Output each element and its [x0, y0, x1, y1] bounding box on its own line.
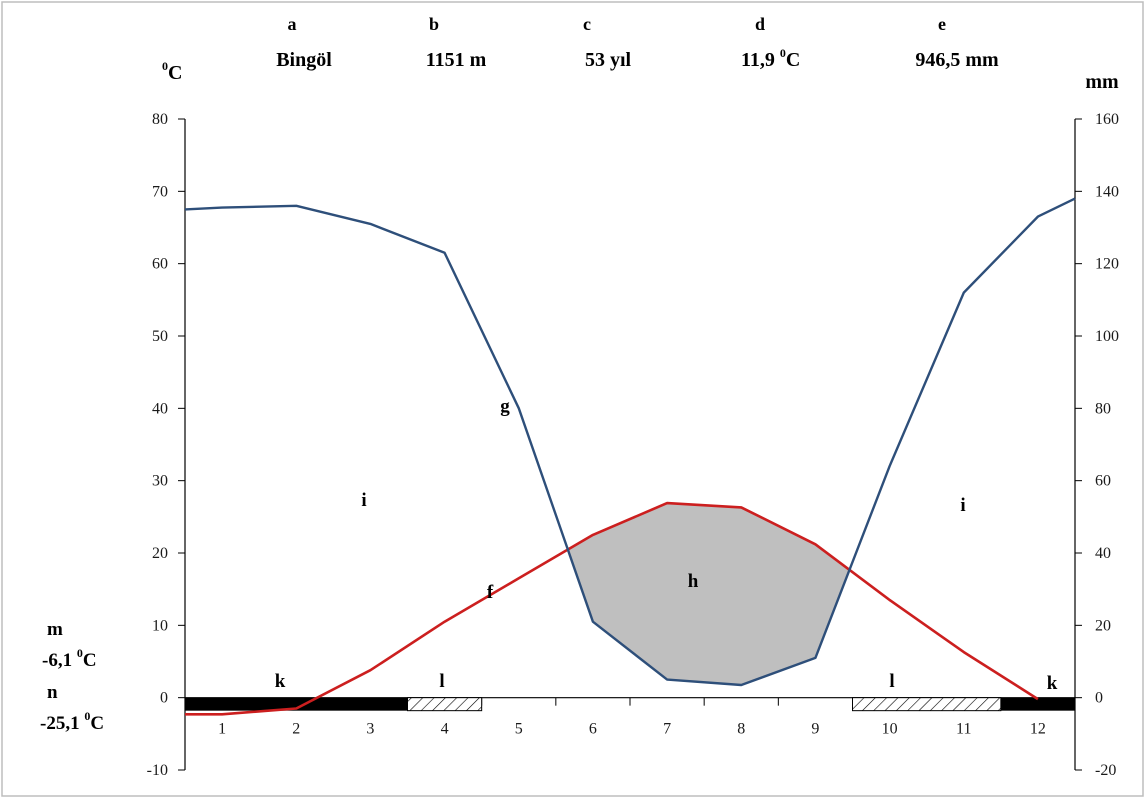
header-observation-years: 53 yıl: [585, 49, 632, 71]
month-label: 12: [1030, 721, 1046, 738]
dry-period-label-h: h: [688, 571, 699, 592]
frost-label-k-left: k: [275, 671, 286, 692]
side-value-m: -6,1 0C: [42, 646, 97, 671]
left-axis-tick-label: 20: [152, 545, 168, 562]
temperature-curve-label-f: f: [487, 582, 494, 603]
left-axis-tick-label: 70: [152, 183, 168, 200]
side-label-n: n: [47, 682, 58, 703]
right-axis-tick-label: 0: [1095, 690, 1103, 707]
frost-label-l-left: l: [439, 671, 444, 692]
frost-label-k-right: k: [1047, 673, 1058, 694]
header-letter-c: c: [583, 14, 591, 34]
right-axis-tick-label: 40: [1095, 545, 1111, 562]
left-axis-tick-label: 80: [152, 111, 168, 128]
left-axis-tick-label: 0: [160, 690, 168, 707]
right-axis-tick-label: -20: [1095, 762, 1116, 779]
frost-label-l-right: l: [889, 671, 894, 692]
right-axis-tick-label: 100: [1095, 328, 1119, 345]
right-axis-tick-label: 80: [1095, 400, 1111, 417]
right-axis-tick-label: 20: [1095, 617, 1111, 634]
left-axis-tick-label: 60: [152, 256, 168, 273]
header-annual-precipitation: 946,5 mm: [915, 49, 999, 71]
frost-bar-probable: [407, 697, 483, 712]
month-label: 10: [882, 721, 898, 738]
month-label: 5: [515, 721, 523, 738]
month-label: 7: [663, 721, 671, 738]
header-mean-temperature: 11,9 0C: [741, 46, 800, 71]
header-altitude: 1151 m: [426, 49, 487, 71]
month-label: 1: [218, 721, 226, 738]
month-label: 4: [441, 721, 449, 738]
month-label: 11: [956, 721, 971, 738]
side-value-n: -25,1 0C: [40, 709, 104, 734]
header-letter-a: a: [288, 14, 297, 34]
right-axis-unit: mm: [1085, 71, 1119, 93]
frost-bar-certain: [1000, 697, 1075, 711]
header-letter-d: d: [755, 14, 765, 34]
month-label: 8: [737, 721, 745, 738]
left-axis-tick-label: 40: [152, 400, 168, 417]
humid-period-label-i-left: i: [361, 490, 366, 511]
right-axis-tick-label: 60: [1095, 473, 1111, 490]
left-axis-tick-label: 30: [152, 473, 168, 490]
header-station-name: Bingöl: [276, 49, 332, 71]
month-label: 2: [292, 721, 300, 738]
month-label: 9: [811, 721, 819, 738]
humid-period-label-i-right: i: [960, 495, 965, 516]
side-label-m: m: [47, 619, 63, 640]
month-label: 6: [589, 721, 597, 738]
left-axis-tick-label: 50: [152, 328, 168, 345]
right-axis-tick-label: 120: [1095, 256, 1119, 273]
precipitation-line: [184, 197, 1076, 687]
frost-bar-certain: [185, 697, 408, 711]
header-letter-e: e: [938, 14, 946, 34]
right-axis-tick-label: 160: [1095, 111, 1119, 128]
left-axis-unit: 0C: [162, 59, 182, 84]
precipitation-curve-label-g: g: [500, 396, 510, 417]
left-axis-tick-label: -10: [147, 762, 168, 779]
left-axis-tick-label: 10: [152, 617, 168, 634]
dry-period-area: [568, 503, 849, 685]
temperature-line: [185, 501, 1039, 716]
frost-bar-probable: [852, 697, 1002, 712]
right-axis-tick-label: 140: [1095, 183, 1119, 200]
header-letter-b: b: [429, 14, 439, 34]
month-label: 3: [366, 721, 374, 738]
